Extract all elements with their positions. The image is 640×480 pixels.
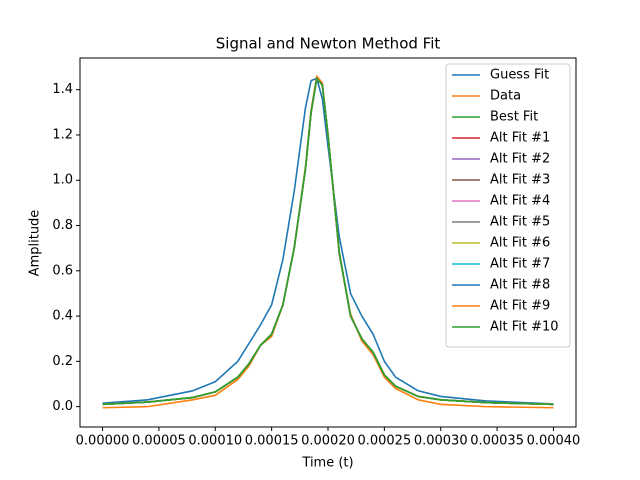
x-tick-label: 0.00000 bbox=[76, 434, 130, 449]
legend-label: Alt Fit #2 bbox=[490, 152, 550, 167]
legend-label: Data bbox=[490, 89, 521, 104]
x-axis-label: Time (t) bbox=[301, 456, 353, 471]
plot-frame bbox=[79, 57, 577, 428]
y-tick-label: 0.6 bbox=[52, 263, 73, 278]
legend-label: Alt Fit #1 bbox=[490, 131, 550, 146]
y-tick-label: 1.2 bbox=[52, 127, 73, 142]
legend-label: Alt Fit #7 bbox=[490, 257, 550, 272]
legend-label: Best Fit bbox=[490, 110, 538, 125]
legend-label: Alt Fit #9 bbox=[490, 299, 550, 314]
x-tick-label: 0.00025 bbox=[357, 434, 411, 449]
series-line bbox=[102, 77, 554, 406]
legend-label: Alt Fit #4 bbox=[490, 194, 550, 209]
legend-label: Alt Fit #8 bbox=[490, 278, 550, 293]
legend-label: Alt Fit #10 bbox=[490, 320, 559, 335]
x-tick-label: 0.00030 bbox=[414, 434, 468, 449]
y-tick-label: 0.8 bbox=[52, 218, 73, 233]
x-tick-label: 0.00020 bbox=[301, 434, 355, 449]
x-tick-label: 0.00010 bbox=[188, 434, 242, 449]
chart-title: Signal and Newton Method Fit bbox=[216, 35, 441, 53]
series-line bbox=[102, 75, 554, 409]
y-tick-label: 1.4 bbox=[52, 82, 73, 97]
x-tick-label: 0.00015 bbox=[245, 434, 299, 449]
y-tick-label: 1.0 bbox=[52, 173, 73, 188]
y-tick-label: 0.4 bbox=[52, 309, 73, 324]
legend-label: Guess Fit bbox=[490, 68, 549, 83]
legend-label: Alt Fit #6 bbox=[490, 236, 550, 251]
legend-label: Alt Fit #3 bbox=[490, 173, 550, 188]
y-tick-label: 0.0 bbox=[52, 399, 73, 414]
x-tick-label: 0.00040 bbox=[527, 434, 581, 449]
legend-label: Alt Fit #5 bbox=[490, 215, 550, 230]
x-tick-label: 0.00035 bbox=[470, 434, 524, 449]
y-tick-label: 0.2 bbox=[52, 354, 73, 369]
x-tick-label: 0.00005 bbox=[132, 434, 186, 449]
y-axis-label: Amplitude bbox=[28, 210, 43, 277]
legend-box bbox=[445, 63, 571, 348]
